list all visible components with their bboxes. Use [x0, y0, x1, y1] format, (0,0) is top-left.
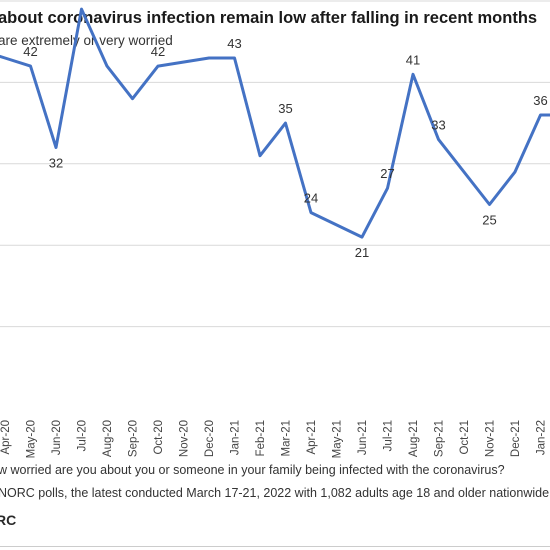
data-label: 43	[227, 36, 241, 51]
x-tick-label: May-21	[332, 420, 344, 458]
data-labels: 42 32 49 42 43 35 24 21 27 41 33 25 36	[23, 0, 547, 260]
x-tick-label: Oct-21	[459, 420, 471, 455]
data-label: 33	[431, 117, 445, 132]
data-label: 41	[406, 52, 420, 67]
x-tick-label: Jul-20	[77, 420, 89, 451]
x-tick-label: Jan-21	[230, 420, 242, 455]
data-label: 49	[74, 0, 88, 2]
data-label: 36	[533, 93, 547, 108]
x-tick-label: Apr-21	[306, 420, 318, 455]
x-tick-label: Aug-20	[102, 420, 114, 457]
data-label: 25	[482, 213, 496, 228]
data-label: 42	[23, 44, 37, 59]
series-line	[0, 7, 550, 239]
chart-title: about coronavirus infection remain low a…	[0, 9, 538, 27]
brand-logo-text: RC	[0, 512, 17, 528]
data-label: 21	[355, 245, 369, 260]
source-note: NORC polls, the latest conducted March 1…	[0, 486, 550, 500]
x-tick-label: Feb-21	[255, 420, 267, 456]
x-tick-label: Jul-21	[383, 420, 395, 451]
gridlines	[0, 0, 550, 328]
chart-subtitle: are extremely or very worried	[0, 33, 173, 48]
data-label: 27	[380, 166, 394, 181]
x-tick-label: Jun-20	[51, 420, 63, 455]
x-tick-label: Oct-20	[153, 420, 165, 455]
footer-divider	[0, 546, 550, 547]
data-label: 32	[49, 156, 63, 171]
x-tick-label: Jan-22	[536, 420, 548, 455]
survey-question-note: w worried are you about you or someone i…	[0, 463, 505, 477]
line-chart: 42 32 49 42 43 35 24 21 27 41 33 25 36 Apr-20 May-20 J…	[0, 0, 550, 458]
x-tick-label: Sep-21	[434, 420, 446, 457]
x-tick-label: Nov-21	[485, 420, 497, 457]
x-tick-label: Dec-20	[204, 420, 216, 457]
x-tick-label: Dec-21	[510, 420, 522, 457]
x-tick-label: Nov-20	[179, 420, 191, 457]
x-tick-label: Aug-21	[408, 420, 420, 457]
data-label: 35	[278, 101, 292, 116]
data-label: 42	[151, 44, 165, 59]
series-layer	[0, 7, 550, 239]
x-tick-label: Apr-20	[0, 420, 12, 455]
x-tick-label: Mar-21	[281, 420, 293, 456]
x-tick-label: Sep-20	[128, 420, 140, 457]
x-tick-label: Jun-21	[357, 420, 369, 455]
data-label: 24	[304, 191, 318, 206]
x-tick-label: May-20	[26, 420, 38, 458]
x-axis: Apr-20 May-20 Jun-20 Jul-20 Aug-20 Sep-20 Oct-…	[0, 420, 548, 458]
